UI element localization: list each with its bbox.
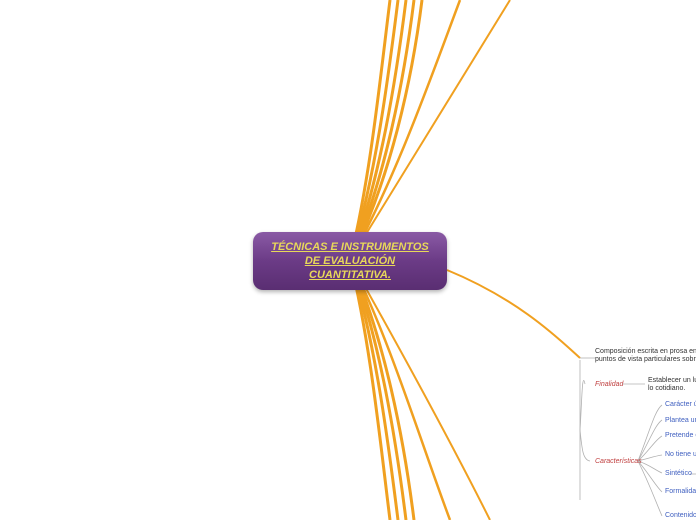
caracteristica-item[interactable]: Formalidad (665, 488, 696, 495)
caracteristica-item[interactable]: Plantea un interés (665, 417, 696, 424)
caracteristica-item[interactable]: Pretende establecer (665, 432, 696, 439)
finalidad-detail: Establecer un lugar de reflexión sobre l… (648, 377, 696, 394)
caracteristica-item[interactable]: Sintético (665, 470, 692, 477)
caracteristica-item[interactable]: Contenido (665, 512, 696, 519)
root-title: TÉCNICAS E INSTRUMENTOS DE EVALUACIÓN CU… (271, 240, 428, 283)
mindmap-canvas: TÉCNICAS E INSTRUMENTOS DE EVALUACIÓN CU… (0, 0, 696, 520)
caracteristica-item[interactable]: Carácter único (665, 401, 696, 408)
root-node[interactable]: TÉCNICAS E INSTRUMENTOS DE EVALUACIÓN CU… (253, 232, 447, 290)
definition-text: Composición escrita en prosa en la que s… (595, 348, 696, 365)
caracteristica-item[interactable]: No tiene un esquema (665, 451, 696, 458)
finalidad-label[interactable]: Finalidad (595, 381, 623, 388)
caracteristicas-label[interactable]: Características (595, 458, 642, 465)
